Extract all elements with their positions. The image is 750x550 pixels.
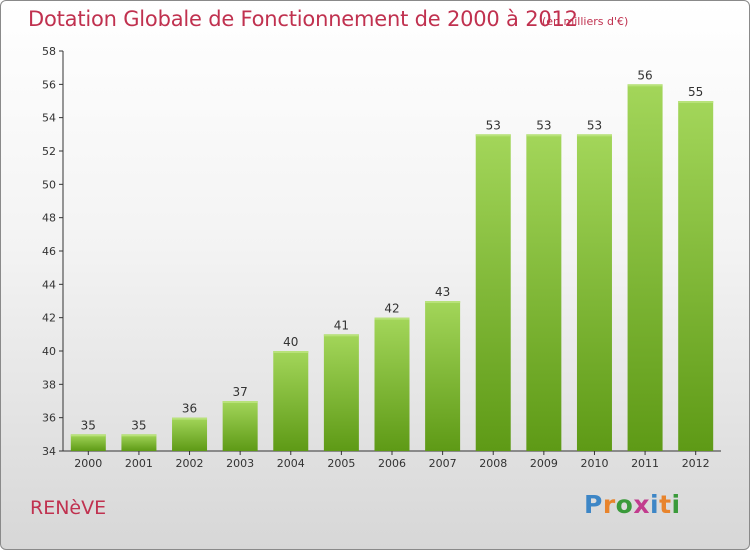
bar-2005 — [323, 334, 359, 451]
bar-top-highlight — [475, 134, 511, 137]
bar-top-highlight — [627, 84, 663, 87]
bar-2012 — [678, 101, 714, 451]
proxiti-logo[interactable]: Proxiti — [584, 490, 681, 519]
bar-top-highlight — [526, 134, 562, 137]
logo-letter: i — [671, 490, 681, 519]
x-tick-label: 2007 — [429, 457, 457, 470]
bar-2006 — [374, 317, 410, 451]
axes: 34 36 38 40 42 44 46 48 50 52 54 56 58 2000 2001 2002 20… — [42, 45, 721, 470]
x-tick-label: 2004 — [277, 457, 305, 470]
data-label-2002: 36 — [182, 402, 197, 416]
logo-letter: i — [650, 490, 660, 519]
bar-2002 — [172, 417, 208, 451]
data-label-2005: 41 — [334, 318, 349, 332]
x-tick-label: 2012 — [682, 457, 710, 470]
data-label-2008: 53 — [486, 118, 501, 132]
data-label-2007: 43 — [435, 285, 450, 299]
x-tick-label: 2001 — [125, 457, 153, 470]
x-tick-label: 2002 — [176, 457, 204, 470]
logo-letter: t — [659, 490, 672, 519]
x-tick-label: 2010 — [580, 457, 608, 470]
bar-2010 — [576, 134, 612, 452]
bar-top-highlight — [425, 301, 461, 303]
bar-2011 — [627, 84, 663, 451]
data-label-2010: 53 — [587, 118, 602, 132]
bar-2001 — [121, 434, 157, 451]
bars — [70, 84, 714, 452]
y-tick-label: 46 — [42, 245, 56, 258]
logo-letter: r — [602, 490, 616, 519]
x-tick-label: 2011 — [631, 457, 659, 470]
x-tick-label: 2000 — [74, 457, 102, 470]
y-tick-label: 50 — [42, 178, 56, 191]
bar-top-highlight — [222, 401, 258, 403]
y-tick-label: 56 — [42, 78, 56, 91]
y-tick-label: 48 — [42, 212, 56, 225]
x-tick-label: 2006 — [378, 457, 406, 470]
y-tick-label: 36 — [42, 412, 56, 425]
y-tick-label: 44 — [42, 278, 56, 291]
x-tick-label: 2008 — [479, 457, 507, 470]
logo-letter: x — [633, 490, 650, 519]
y-tick-label: 34 — [42, 445, 56, 458]
y-tick-label: 52 — [42, 145, 56, 158]
bar-2000 — [70, 434, 106, 451]
commune-name: RENèVE — [30, 497, 107, 519]
chart-subtitle: (en milliers d'€) — [542, 15, 629, 28]
bar-top-highlight — [576, 134, 612, 137]
bar-2007 — [425, 301, 461, 451]
bar-top-highlight — [323, 334, 359, 337]
bar-2003 — [222, 401, 258, 451]
data-label-2003: 37 — [233, 385, 248, 399]
x-tick-label: 2003 — [226, 457, 254, 470]
data-label-2004: 40 — [283, 335, 298, 349]
bar-top-highlight — [678, 101, 714, 103]
y-tick-label: 38 — [42, 378, 56, 391]
y-tick-label: 58 — [42, 45, 56, 58]
y-tick-label: 54 — [42, 112, 56, 125]
y-tick-label: 42 — [42, 312, 56, 325]
data-label-2006: 42 — [384, 302, 399, 316]
y-tick-label: 40 — [42, 345, 56, 358]
bar-top-highlight — [121, 434, 157, 437]
bar-top-highlight — [374, 317, 410, 320]
bar-top-highlight — [273, 351, 309, 353]
bar-top-highlight — [70, 434, 106, 437]
logo-letter: P — [584, 490, 603, 519]
logo-letter: o — [615, 490, 634, 519]
chart-title: Dotation Globale de Fonctionnement de 20… — [28, 7, 578, 31]
data-label-2009: 53 — [536, 118, 551, 132]
bar-2009 — [526, 134, 562, 452]
data-label-2001: 35 — [131, 418, 146, 432]
bar-2008 — [475, 134, 511, 452]
data-label-2012: 55 — [688, 85, 703, 99]
x-tick-label: 2005 — [327, 457, 355, 470]
bar-2004 — [273, 351, 309, 451]
data-label-2011: 56 — [637, 68, 652, 82]
data-labels: 35 35 36 37 40 41 42 43 53 53 53 56 55 — [81, 68, 704, 432]
x-tick-label: 2009 — [530, 457, 558, 470]
data-label-2000: 35 — [81, 418, 96, 432]
bar-top-highlight — [172, 417, 208, 420]
